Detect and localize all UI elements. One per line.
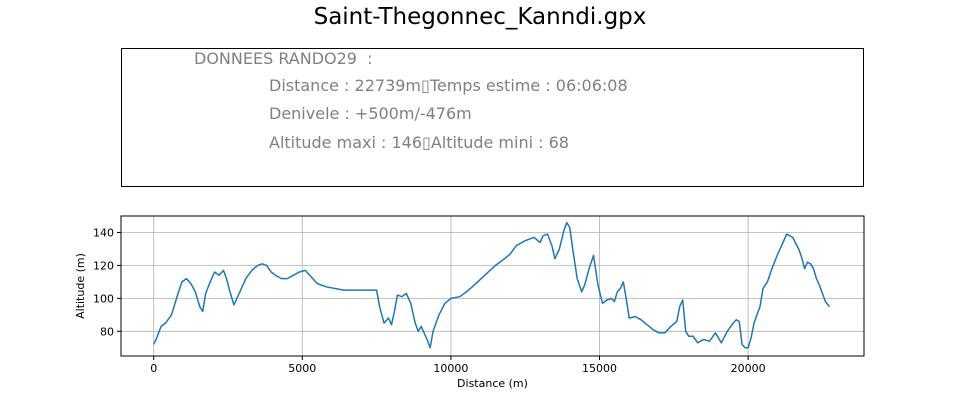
- info-altitude-range: Altitude maxi : 146▯Altitude mini : 68: [269, 133, 569, 152]
- x-tick-label: 5000: [288, 362, 316, 375]
- y-axis-label: Altitude (m): [74, 253, 87, 319]
- x-axis-label: Distance (m): [457, 377, 528, 390]
- info-elevation-gain: Denivele : +500m/-476m: [269, 104, 472, 123]
- info-distance-time: Distance : 22739m▯Temps estime : 06:06:0…: [269, 76, 628, 95]
- x-tick-label: 15000: [582, 362, 617, 375]
- info-heading: DONNEES RANDO29 :: [194, 49, 373, 68]
- y-tick-label: 80: [100, 325, 114, 338]
- info-panel: DONNEES RANDO29 : Distance : 22739m▯Temp…: [121, 48, 864, 187]
- series-layer: [153, 221, 831, 349]
- grid: [121, 216, 864, 356]
- y-tick-label: 120: [93, 259, 114, 272]
- y-tick-label: 100: [93, 292, 114, 305]
- plot-frame: [120, 215, 865, 357]
- altitude-series-line: [153, 221, 831, 349]
- x-tick-label: 20000: [731, 362, 766, 375]
- figure-title: Saint-Thegonnec_Kanndi.gpx: [313, 4, 647, 30]
- ticks: 0 5000 10000 15000 20000 80 100 120 140: [93, 226, 766, 375]
- y-tick-label: 140: [93, 226, 114, 239]
- x-tick-label: 10000: [433, 362, 468, 375]
- x-tick-label: 0: [150, 362, 157, 375]
